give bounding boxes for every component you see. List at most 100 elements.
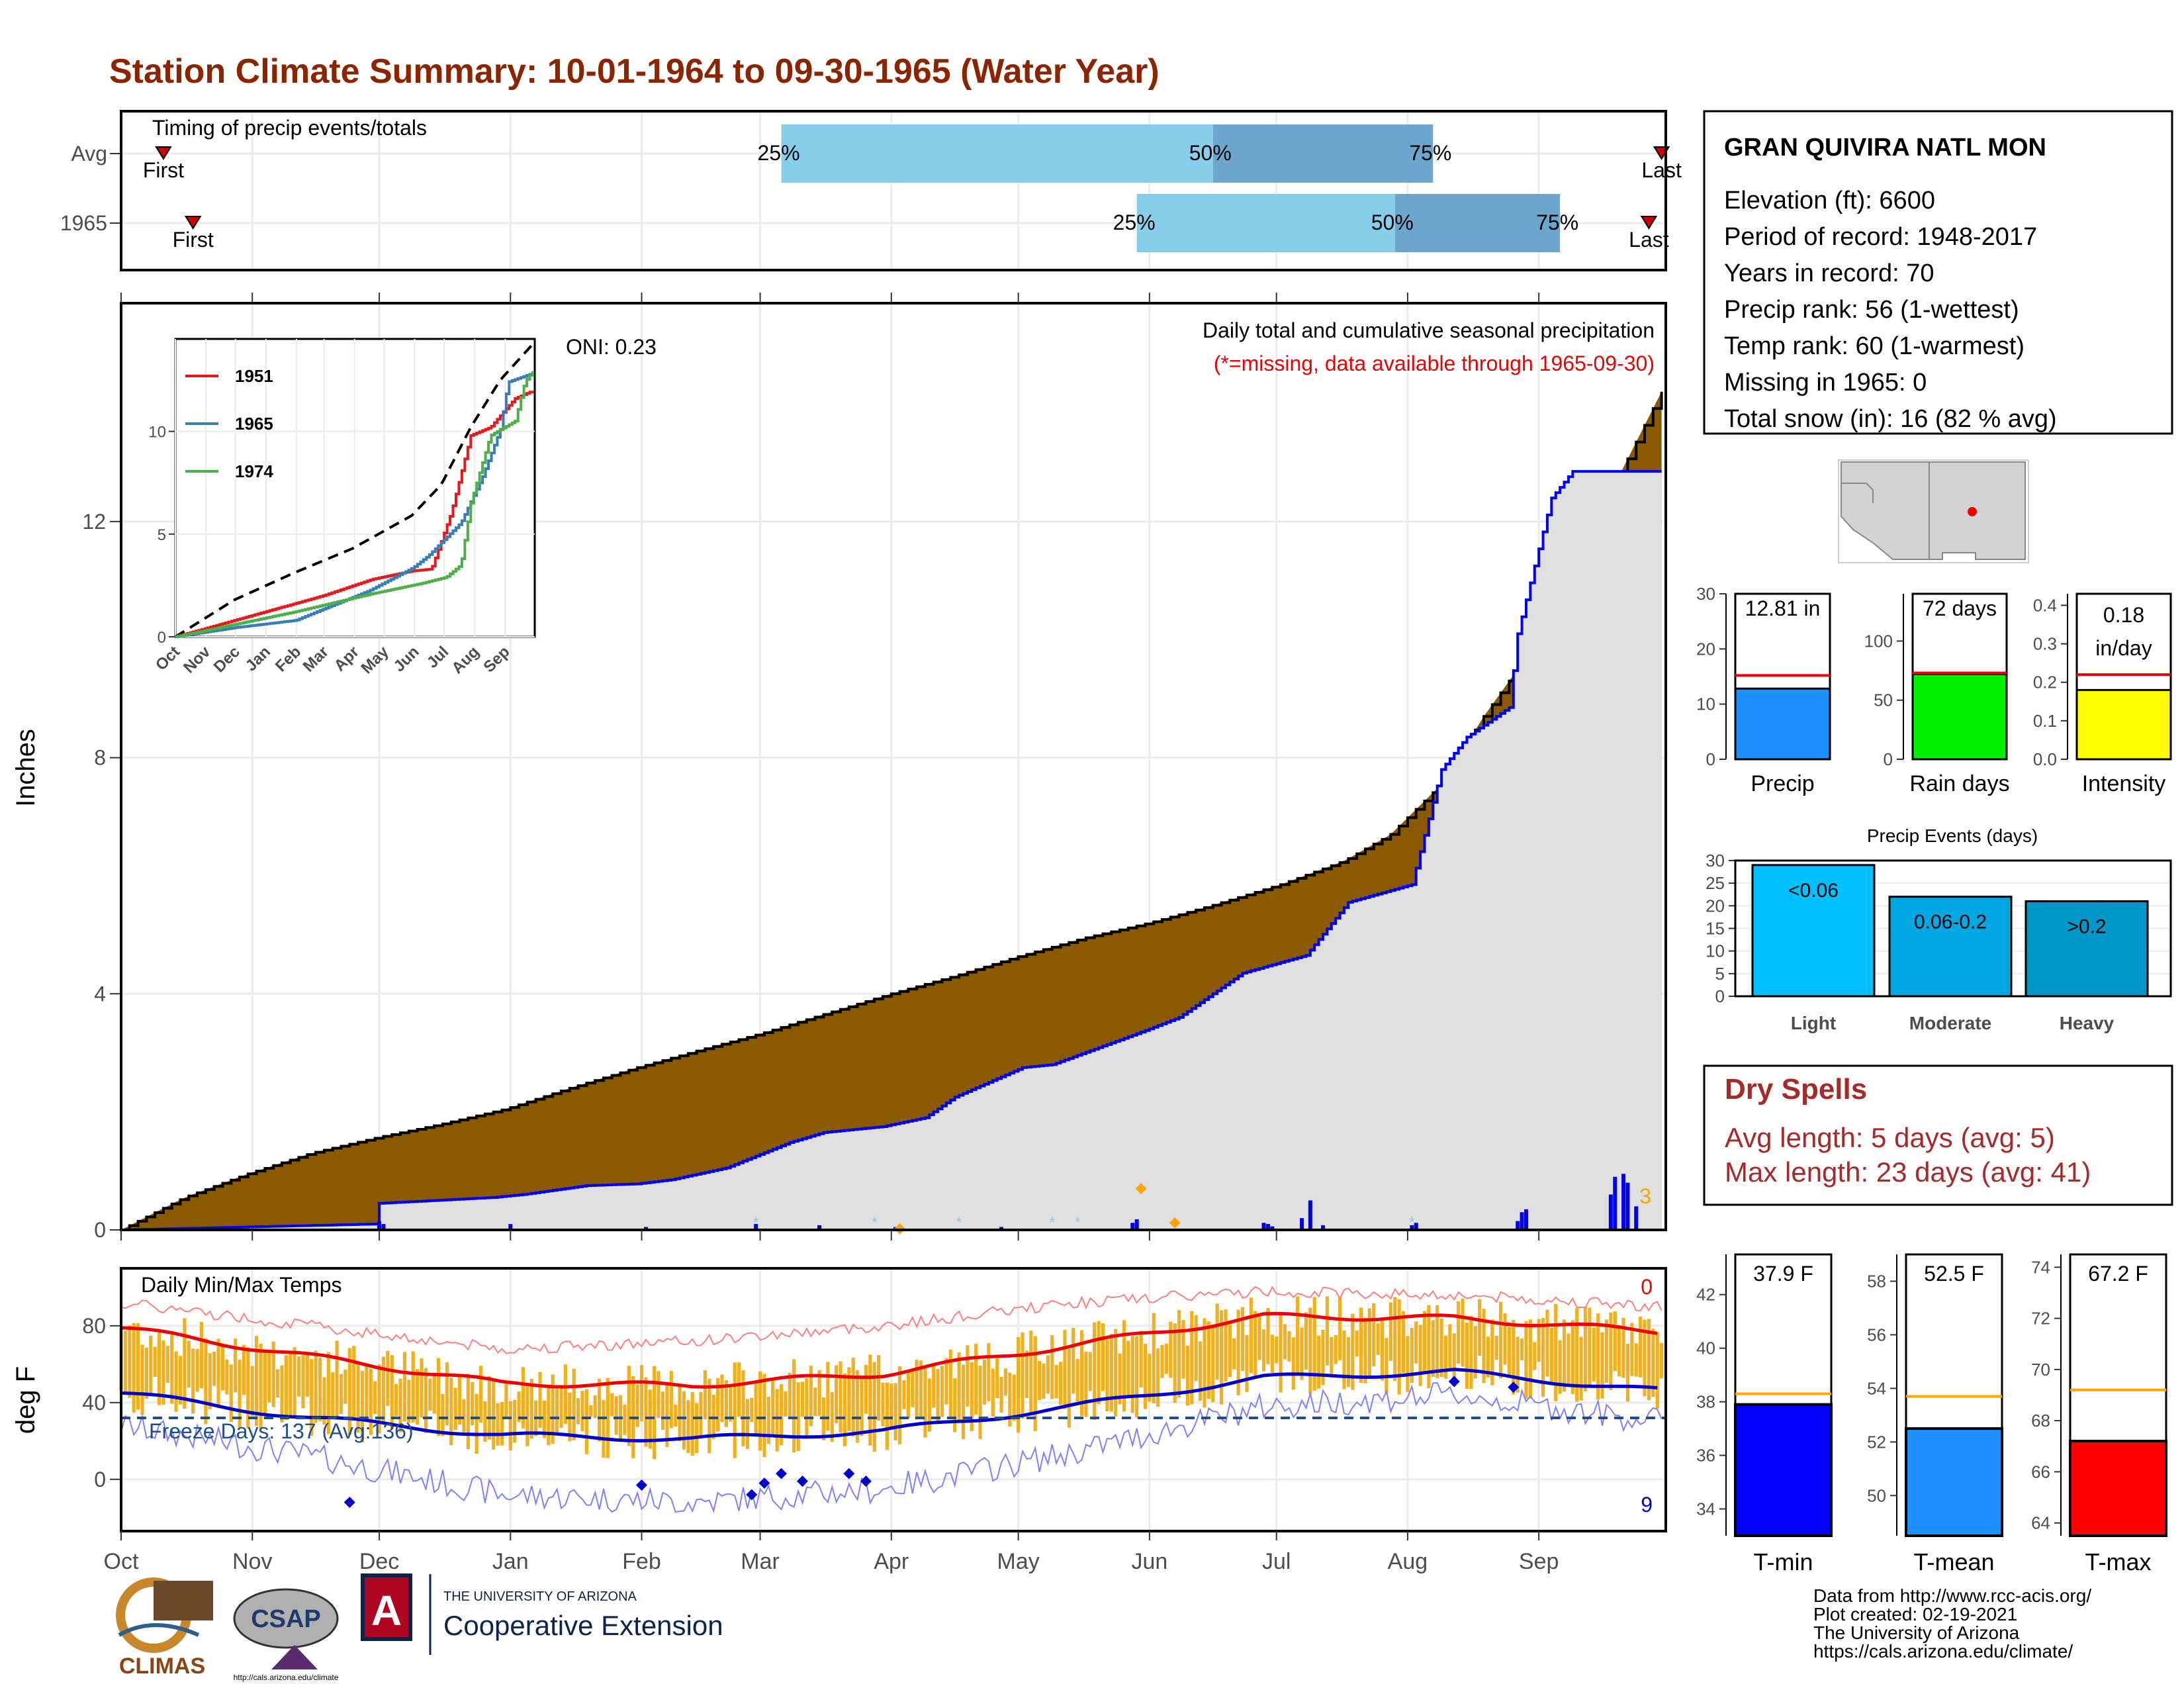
daily-precip-bar (1520, 1212, 1524, 1230)
daily-precip-bar (1134, 1219, 1139, 1230)
daily-temp-bar (1304, 1312, 1308, 1370)
y-tick-label: 68 (2031, 1411, 2050, 1430)
daily-temp-bar (851, 1358, 855, 1437)
daily-temp-bar (1655, 1332, 1659, 1409)
snow-marker: * (1050, 1214, 1056, 1231)
daily-temp-bar (584, 1389, 588, 1454)
daily-temp-bar (1257, 1314, 1261, 1360)
daily-temp-bar (593, 1395, 597, 1419)
daily-temp-bar (923, 1366, 927, 1438)
daily-temp-bar (466, 1374, 470, 1450)
daily-temp-bar (1625, 1343, 1630, 1402)
daily-temp-bar (1406, 1336, 1410, 1392)
daily-temp-bar (948, 1349, 952, 1419)
daily-temp-bar (906, 1371, 910, 1419)
daily-temp-bar (1097, 1321, 1101, 1405)
year-cumulative-line (121, 470, 1662, 1231)
daily-temp-bar (1283, 1324, 1287, 1360)
temperature-bars: 34 36 38 40 42 37.9 F T-min 50 52 54 56 58 52.5 F T-m… (1696, 1253, 2167, 1575)
daily-temp-bar (1443, 1335, 1448, 1379)
y-tick-label: 40 (1696, 1338, 1715, 1358)
year-cumulative-area (121, 471, 1662, 1230)
daily-temp-bar (492, 1378, 496, 1450)
daily-precip-bar (508, 1224, 513, 1230)
y-tick-label: 50 (1867, 1485, 1886, 1505)
daily-temp-bar (1042, 1363, 1046, 1399)
daily-temp-bar (1634, 1343, 1638, 1377)
daily-temp-bar (1021, 1332, 1024, 1419)
q50-label: 50% (1371, 211, 1414, 234)
month-label: Jun (1131, 1549, 1167, 1574)
month-label: Aug (1388, 1549, 1428, 1574)
y-tick-label: 50 (1874, 690, 1893, 710)
daily-temp-bar (267, 1352, 271, 1403)
daily-temp-bar (695, 1403, 699, 1454)
daily-temp-bar (1617, 1327, 1621, 1377)
inset-x-tick: May (358, 643, 393, 678)
daily-temp-bar (1499, 1301, 1503, 1379)
daily-temp-bar (737, 1362, 741, 1417)
daily-temp-bar (1325, 1296, 1330, 1366)
bar-label: Rain days (1909, 771, 2009, 796)
daily-temp-bar (500, 1402, 504, 1446)
daily-temp-bar (885, 1382, 889, 1450)
daily-temp-bar (1545, 1309, 1549, 1377)
daily-temp-bar (441, 1393, 445, 1436)
daily-temp-bar (1012, 1374, 1016, 1421)
y-tick-label: 20 (1696, 639, 1715, 659)
daily-temp-bar (678, 1386, 682, 1442)
orange-marker (1169, 1217, 1181, 1229)
daily-temp-bar (475, 1393, 478, 1454)
daily-temp-bar (1549, 1327, 1553, 1383)
inset-y-tick: 5 (158, 526, 166, 544)
daily-temp-bar (881, 1382, 885, 1427)
quartile-bar-high (1212, 124, 1433, 183)
daily-temp-bar (860, 1376, 864, 1436)
station-info-line: Missing in 1965: 0 (1724, 369, 1927, 397)
daily-temp-bar (800, 1382, 805, 1417)
daily-temp-bar (847, 1367, 851, 1432)
daily-temp-bar (326, 1352, 330, 1434)
daily-temp-bar (864, 1365, 868, 1414)
daily-temp-bar (597, 1378, 602, 1442)
daily-precip-bar (1300, 1218, 1304, 1230)
temp-value-label: 67.2 F (2088, 1262, 2148, 1286)
inset-x-tick: Aug (448, 643, 482, 677)
inset-x-tick: Apr (331, 643, 363, 675)
panel-border (120, 302, 1667, 1231)
daily-temp-bar (669, 1371, 673, 1429)
daily-temp-bar (525, 1385, 529, 1446)
daily-temp-bar (529, 1378, 533, 1439)
daily-temp-bar (826, 1362, 830, 1431)
daily-temp-bar (170, 1331, 174, 1404)
daily-temp-bar (872, 1362, 876, 1452)
daily-temp-bar (1533, 1342, 1537, 1370)
month-label: Oct (104, 1549, 139, 1574)
daily-precip-bar (1634, 1206, 1639, 1230)
quartile-bar-high (1394, 194, 1561, 252)
daily-temp-bar (754, 1382, 758, 1435)
daily-temp-bar (1388, 1302, 1392, 1361)
csap-logo-cloud (233, 1588, 339, 1649)
daily-temp-bar (365, 1366, 369, 1421)
daily-temp-bar (478, 1366, 483, 1423)
daily-temp-bar (1105, 1339, 1109, 1412)
footer-line: https://cals.arizona.edu/climate/ (1813, 1641, 2073, 1662)
first-label: First (173, 228, 214, 252)
daily-temp-bar (1122, 1320, 1126, 1412)
daily-temp-bar (1604, 1319, 1609, 1383)
daily-temp-bar (610, 1393, 614, 1417)
inset-x-tick: Dec (210, 643, 244, 676)
daily-temp-bar (174, 1351, 178, 1412)
inset-x-tick: Feb (272, 643, 304, 675)
daily-temp-bar (136, 1323, 140, 1410)
daily-temp-bar (1385, 1338, 1388, 1394)
daily-temp-bar (1079, 1330, 1084, 1417)
ua-logo-mark (361, 1573, 412, 1641)
daily-temp-bar (788, 1372, 792, 1420)
daily-temp-bar (957, 1352, 961, 1422)
q25-label: 25% (758, 141, 800, 165)
daily-precip-bar (1265, 1224, 1270, 1230)
record-min-line (120, 1382, 1662, 1513)
daily-temp-bar (1249, 1297, 1253, 1374)
